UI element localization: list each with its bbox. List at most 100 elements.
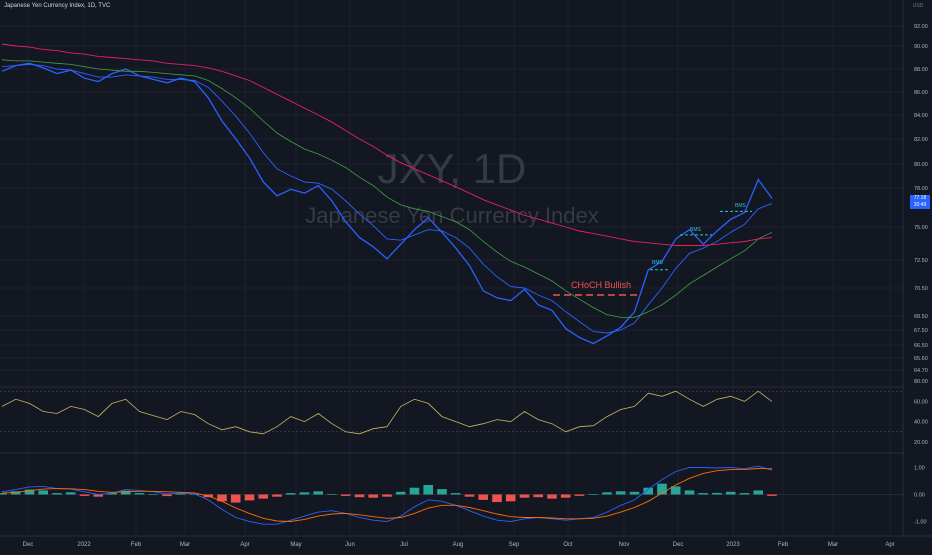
macd-histogram-bar	[299, 492, 310, 495]
macd-histogram-bar	[162, 494, 172, 497]
macd-line	[1, 465, 773, 525]
y-tick-label: 84.00	[914, 113, 928, 119]
macd-histogram-bar	[93, 494, 103, 497]
x-tick-label: Nov	[619, 542, 630, 548]
x-tick-label: Feb	[131, 542, 142, 548]
x-tick-label: Oct	[563, 542, 573, 548]
macd-histogram-bar	[602, 492, 612, 495]
signal-line	[1, 468, 773, 522]
macd-histogram-bar	[767, 494, 777, 496]
y-tick-label: 64.70	[914, 368, 928, 374]
x-tick-label: 2023	[726, 542, 740, 548]
bms-label-2: BMS	[690, 227, 702, 233]
x-tick-label: Aug	[453, 542, 464, 548]
x-tick-label: 2022	[77, 542, 91, 548]
macd-histogram-bar	[354, 494, 365, 498]
last-price-value: 77.18	[913, 195, 927, 201]
macd-histogram-bar	[0, 493, 7, 495]
ema-slow-line	[1, 43, 773, 246]
macd-histogram-bar	[574, 494, 585, 496]
rsi-tick-label: 80.00	[914, 379, 928, 385]
macd-histogram-bar	[464, 494, 475, 497]
annotations: CHoCH Bullish BMS BMS BMS	[571, 203, 747, 290]
y-tick-label: 82.00	[914, 137, 928, 143]
macd-histogram-bar	[739, 493, 750, 495]
currency-label: USD	[913, 3, 924, 9]
y-tick-label: 80.00	[914, 162, 928, 168]
grid	[0, 0, 903, 536]
y-tick-label: 92.00	[914, 24, 928, 30]
ema-mid-line	[1, 59, 773, 318]
macd-histogram-bar	[657, 483, 667, 495]
x-tick-label: Sep	[509, 542, 520, 548]
macd-histogram-bar	[244, 494, 255, 501]
currency-label-box: USD	[913, 3, 924, 9]
macd-tick-label: 1.00	[914, 465, 925, 471]
y-tick-label: 68.50	[914, 314, 928, 320]
macd-histogram-bar	[120, 490, 131, 495]
y-tick-label: 75.00	[914, 225, 928, 231]
x-tick-label: Dec	[673, 542, 684, 548]
rsi-tick-label: 20.00	[914, 440, 928, 446]
x-tick-label: Dec	[23, 542, 34, 548]
macd-histogram-bar	[38, 490, 48, 495]
bms-label-3: BMS	[735, 203, 747, 209]
macd-histogram-bar	[175, 493, 186, 495]
macd-histogram-bar	[65, 492, 76, 495]
x-tick-label: Apr	[240, 542, 249, 548]
watermark-symbol: JXY, 1D	[378, 145, 527, 192]
macd-histogram-bar	[629, 491, 640, 495]
macd-histogram-bar	[217, 494, 227, 502]
macd-histogram-bar	[230, 494, 241, 503]
macd-histogram-bar	[588, 494, 598, 495]
macd-histogram-bar	[547, 494, 557, 499]
macd-histogram-bar	[615, 491, 626, 495]
last-price-countdown: 20:49	[913, 202, 927, 208]
macd-histogram-bar	[670, 486, 681, 495]
macd-histogram-bar	[725, 491, 736, 495]
macd-histogram-bar	[368, 494, 378, 498]
macd-histogram-bar	[285, 493, 296, 495]
macd-histogram-bar	[753, 490, 763, 495]
y-tick-label: 66.50	[914, 343, 928, 349]
macd-histogram-bar	[382, 494, 392, 497]
macd-histogram-bar	[519, 494, 530, 498]
macd-histogram-bar	[423, 485, 433, 495]
x-tick-label: Jul	[400, 542, 408, 548]
y-tick-label: 72.50	[914, 258, 928, 264]
x-tick-label: Jun	[345, 542, 355, 548]
macd-histogram-bar	[79, 494, 90, 496]
y-tick-label: 90.00	[914, 44, 928, 50]
choch-label: CHoCH Bullish	[571, 280, 631, 290]
x-tick-label: Mar	[180, 542, 190, 548]
macd-tick-label: 0.00	[914, 493, 925, 499]
macd-histogram-bar	[52, 493, 62, 495]
rsi-tick-label: 40.00	[914, 420, 928, 426]
x-tick-label: Mar	[828, 542, 838, 548]
y-tick-label: 86.00	[914, 90, 928, 96]
macd-histogram-bar	[340, 494, 351, 496]
y-tick-label: 65.60	[914, 356, 928, 362]
macd-histogram-bar	[313, 491, 323, 495]
x-tick-label: Apr	[885, 542, 894, 548]
x-tick-label: Feb	[778, 542, 789, 548]
macd-histogram-bar	[10, 491, 21, 495]
rsi-line	[1, 390, 773, 435]
macd-histogram-bar	[560, 494, 571, 498]
macd-histogram-bar	[395, 491, 406, 495]
y-tick-label: 70.50	[914, 286, 928, 292]
symbol-title[interactable]: Japanese Yen Currency Index, 1D, TVC	[4, 3, 111, 9]
macd-histogram-bar	[272, 494, 282, 497]
rsi-tick-label: 60.00	[914, 399, 928, 405]
macd-histogram-bar	[24, 489, 35, 495]
y-tick-label: 78.00	[914, 186, 928, 192]
ema-fast-line	[1, 63, 773, 334]
macd-histogram-bar	[492, 494, 502, 503]
last-price-badge: 77.18 20:49	[910, 195, 930, 209]
macd-histogram-bar	[327, 494, 337, 495]
macd-histogram-bar	[450, 493, 461, 495]
macd-histogram-bar	[258, 494, 268, 499]
bms-label-1: BMS	[652, 260, 664, 266]
macd-tick-label: -1.00	[914, 520, 927, 526]
